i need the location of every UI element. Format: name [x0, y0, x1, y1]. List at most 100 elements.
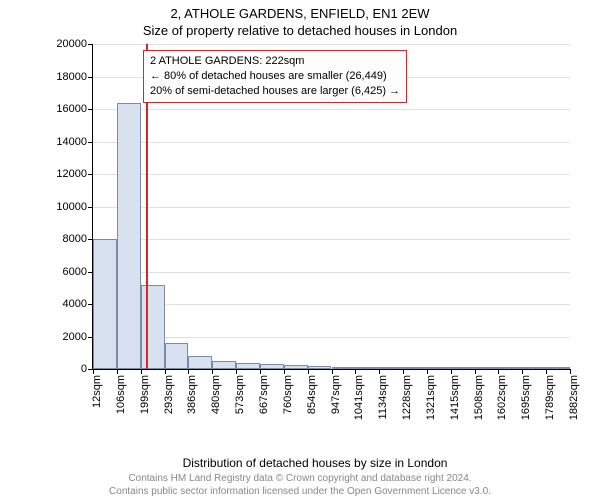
gridline-h	[93, 272, 570, 273]
x-tick-label: 199sqm	[139, 375, 151, 414]
title-line-2: Size of property relative to detached ho…	[0, 23, 600, 40]
callout-line-2: ← 80% of detached houses are smaller (26…	[150, 69, 400, 84]
x-tick	[570, 369, 571, 374]
footer-line-2: Contains public sector information licen…	[0, 485, 600, 498]
x-tick	[546, 369, 547, 374]
x-tick-label: 1041sqm	[353, 375, 365, 420]
histogram-bar	[93, 239, 117, 369]
gridline-h	[93, 109, 570, 110]
histogram-bar	[188, 356, 212, 369]
histogram-bar	[212, 361, 236, 369]
y-tick-label: 18000	[56, 71, 87, 83]
y-tick-label: 12000	[56, 168, 87, 180]
footer-line-1: Contains HM Land Registry data © Crown c…	[0, 472, 600, 485]
gridline-h	[93, 304, 570, 305]
y-tick	[88, 142, 93, 143]
x-tick	[427, 369, 428, 374]
y-tick-label: 20000	[56, 38, 87, 50]
gridline-h	[93, 337, 570, 338]
gridline-h	[93, 142, 570, 143]
histogram-bar	[427, 367, 451, 369]
x-tick-label: 386sqm	[186, 375, 198, 414]
x-tick	[117, 369, 118, 374]
chart-container: Number of detached properties 0200040006…	[60, 44, 570, 414]
histogram-bar	[498, 367, 522, 369]
x-tick	[308, 369, 309, 374]
x-tick	[212, 369, 213, 374]
y-tick	[88, 207, 93, 208]
x-tick	[355, 369, 356, 374]
chart-title-block: 2, ATHOLE GARDENS, ENFIELD, EN1 2EW Size…	[0, 0, 600, 40]
x-tick-label: 667sqm	[258, 375, 270, 414]
histogram-bar	[355, 367, 379, 369]
callout-box: 2 ATHOLE GARDENS: 222sqm← 80% of detache…	[143, 50, 407, 103]
histogram-bar	[522, 367, 546, 369]
x-tick-label: 106sqm	[115, 375, 127, 414]
gridline-h	[93, 239, 570, 240]
x-tick	[379, 369, 380, 374]
y-tick-label: 10000	[56, 201, 87, 213]
x-tick-label: 1321sqm	[425, 375, 437, 420]
y-tick-label: 4000	[63, 298, 87, 310]
histogram-bar	[284, 365, 308, 369]
histogram-bar	[260, 364, 284, 369]
x-tick-label: 1695sqm	[520, 375, 532, 420]
histogram-bar	[141, 285, 165, 370]
callout-line-1: 2 ATHOLE GARDENS: 222sqm	[150, 54, 400, 69]
x-tick	[522, 369, 523, 374]
histogram-bar	[117, 103, 141, 370]
callout-line-3: 20% of semi-detached houses are larger (…	[150, 84, 400, 99]
histogram-bar	[475, 367, 499, 369]
x-tick-label: 1789sqm	[544, 375, 556, 420]
x-tick	[284, 369, 285, 374]
x-tick	[141, 369, 142, 374]
y-tick	[88, 44, 93, 45]
x-tick-label: 947sqm	[330, 375, 342, 414]
gridline-h	[93, 44, 570, 45]
x-tick-label: 1134sqm	[377, 375, 389, 419]
x-tick	[498, 369, 499, 374]
histogram-bar	[165, 343, 189, 369]
plot-area: 0200040006000800010000120001400016000180…	[92, 44, 570, 370]
x-tick	[236, 369, 237, 374]
x-tick-label: 573sqm	[234, 375, 246, 414]
x-tick	[93, 369, 94, 374]
x-tick-label: 854sqm	[306, 375, 318, 414]
y-tick	[88, 174, 93, 175]
histogram-bar	[236, 363, 260, 369]
title-line-1: 2, ATHOLE GARDENS, ENFIELD, EN1 2EW	[0, 6, 600, 23]
x-tick-label: 12sqm	[91, 375, 103, 408]
gridline-h	[93, 207, 570, 208]
histogram-bar	[379, 367, 403, 369]
x-tick-label: 760sqm	[282, 375, 294, 414]
histogram-bar	[451, 367, 475, 369]
gridline-h	[93, 174, 570, 175]
x-tick	[260, 369, 261, 374]
y-tick-label: 6000	[63, 266, 87, 278]
y-tick	[88, 77, 93, 78]
x-tick-label: 293sqm	[163, 375, 175, 414]
x-tick	[165, 369, 166, 374]
y-tick-label: 8000	[63, 233, 87, 245]
x-tick-label: 1228sqm	[401, 375, 413, 420]
x-tick-label: 1508sqm	[473, 375, 485, 420]
histogram-bar	[332, 367, 356, 369]
footer-attribution: Contains HM Land Registry data © Crown c…	[0, 472, 600, 498]
histogram-bar	[403, 367, 427, 369]
x-tick-label: 1882sqm	[568, 375, 580, 420]
y-tick-label: 2000	[63, 331, 87, 343]
x-tick	[188, 369, 189, 374]
histogram-bar	[308, 366, 332, 369]
y-tick-label: 14000	[56, 136, 87, 148]
x-axis-label: Distribution of detached houses by size …	[183, 456, 448, 470]
x-tick	[332, 369, 333, 374]
y-tick-label: 16000	[56, 103, 87, 115]
x-tick-label: 1415sqm	[449, 375, 461, 420]
y-tick	[88, 109, 93, 110]
x-tick	[451, 369, 452, 374]
x-tick	[475, 369, 476, 374]
x-tick-label: 1602sqm	[496, 375, 508, 420]
histogram-bar	[546, 367, 570, 369]
x-tick	[403, 369, 404, 374]
y-tick-label: 0	[81, 363, 87, 375]
